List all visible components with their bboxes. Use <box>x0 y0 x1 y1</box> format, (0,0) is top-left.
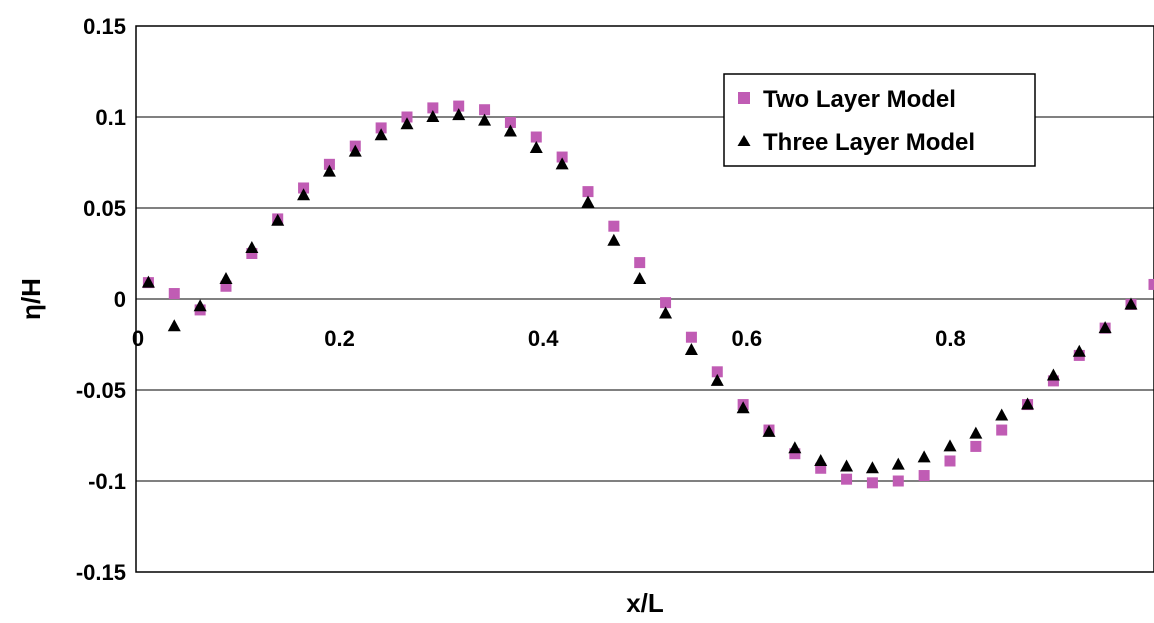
data-point-square <box>479 104 491 116</box>
data-point-triangle <box>452 108 466 121</box>
data-point-triangle <box>503 124 517 137</box>
legend: Two Layer Model Three Layer Model <box>723 73 1036 167</box>
plot-area-frame <box>135 25 1154 573</box>
data-point-square <box>660 297 672 309</box>
data-point-square <box>892 475 904 487</box>
data-point-triangle <box>814 453 828 466</box>
data-point-triangle <box>141 275 155 288</box>
data-point-triangle <box>891 457 905 470</box>
legend-marker-three-layer <box>737 135 751 146</box>
series-three-layer <box>141 108 1138 474</box>
data-markers <box>141 100 1154 489</box>
data-point-square <box>246 248 258 259</box>
data-point-triangle <box>1072 344 1086 357</box>
data-point-triangle <box>762 424 776 437</box>
x-tick-label: 0.4 <box>528 326 559 351</box>
data-point-square <box>220 280 232 292</box>
data-point-triangle <box>271 213 285 226</box>
data-point-square <box>996 424 1008 436</box>
data-point-triangle <box>297 188 311 201</box>
x-tick-label: 0.6 <box>732 326 763 351</box>
data-point-triangle <box>348 144 362 157</box>
data-point-square <box>608 220 620 232</box>
data-point-square <box>866 477 878 489</box>
data-point-square <box>789 448 801 460</box>
x-tick-label: 0 <box>132 326 144 351</box>
data-point-triangle <box>1124 297 1138 310</box>
data-point-triangle <box>400 117 414 130</box>
data-point-square <box>918 470 930 482</box>
data-point-triangle <box>1046 368 1060 381</box>
data-point-square <box>582 186 594 198</box>
data-point-square <box>504 116 516 128</box>
y-tick-label: 0.15 <box>83 14 126 39</box>
legend-label-two-layer: Two Layer Model <box>763 86 956 113</box>
data-point-triangle <box>193 299 207 312</box>
data-point-triangle <box>865 461 879 474</box>
y-axis-tick-labels: 0.15 0.1 0.05 0 -0.05 -0.1 -0.15 <box>76 14 126 585</box>
data-point-triangle <box>684 342 698 355</box>
data-point-triangle <box>555 157 569 170</box>
data-point-triangle <box>633 271 647 284</box>
data-point-triangle <box>426 110 440 122</box>
data-point-triangle <box>1098 321 1112 334</box>
data-point-triangle <box>995 408 1009 421</box>
x-tick-label: 0.8 <box>935 326 966 351</box>
data-point-triangle <box>736 401 750 414</box>
data-point-square <box>556 151 568 163</box>
data-point-triangle <box>478 113 492 126</box>
data-point-triangle <box>659 306 673 319</box>
data-point-square <box>685 331 697 343</box>
data-point-triangle <box>1021 397 1035 410</box>
data-point-square <box>944 455 956 467</box>
data-point-triangle <box>581 195 595 208</box>
legend-box <box>723 73 1036 167</box>
x-tick-label: 0.2 <box>324 326 355 351</box>
y-tick-label: 0.1 <box>95 105 126 130</box>
data-point-square <box>375 122 387 134</box>
data-point-square <box>530 131 542 143</box>
data-point-square <box>323 158 335 170</box>
data-point-square <box>427 102 439 114</box>
data-point-triangle <box>167 319 181 332</box>
data-point-triangle <box>917 450 931 463</box>
data-point-triangle <box>219 271 233 284</box>
data-point-triangle <box>840 459 854 472</box>
y-tick-label: 0.05 <box>83 196 126 221</box>
x-axis-tick-labels: 0 0.2 0.4 0.6 0.8 <box>132 326 966 351</box>
data-point-square <box>1148 278 1154 290</box>
data-point-triangle <box>969 426 983 439</box>
y-tick-label: -0.15 <box>76 560 126 585</box>
data-point-triangle <box>607 233 621 246</box>
data-point-square <box>1047 375 1059 387</box>
x-axis-label: x/L <box>626 588 664 618</box>
data-point-square <box>634 257 646 269</box>
data-point-square <box>815 462 827 474</box>
data-point-triangle <box>943 439 957 452</box>
y-axis-label: η/H <box>16 278 46 320</box>
legend-label-three-layer: Three Layer Model <box>763 129 975 156</box>
data-point-square <box>453 100 465 112</box>
data-point-triangle <box>374 128 388 141</box>
data-point-square <box>298 182 310 194</box>
data-point-square <box>841 473 853 485</box>
data-point-triangle <box>322 164 336 177</box>
legend-marker-two-layer <box>738 92 750 104</box>
y-tick-label: -0.1 <box>88 469 126 494</box>
data-point-square <box>970 440 982 452</box>
y-tick-label: 0 <box>114 287 126 312</box>
data-point-triangle <box>245 241 259 254</box>
data-point-triangle <box>788 441 802 454</box>
data-point-square <box>168 288 180 300</box>
data-point-triangle <box>529 140 543 153</box>
y-tick-label: -0.05 <box>76 378 126 403</box>
data-point-triangle <box>710 373 724 386</box>
data-point-square <box>401 111 413 123</box>
data-point-square <box>711 366 723 378</box>
